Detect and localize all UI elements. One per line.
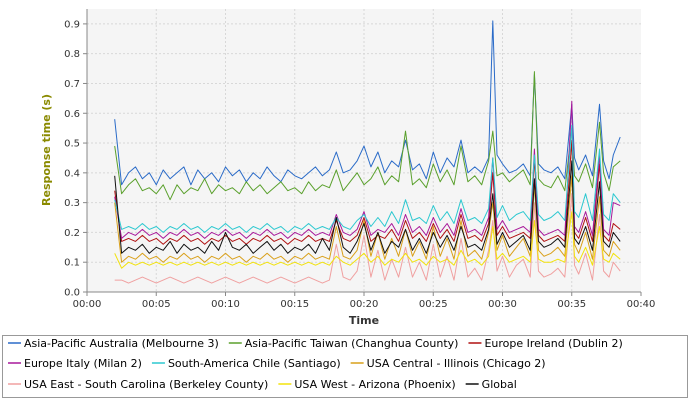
series-line-0 [114, 20, 621, 186]
x-tick-label: 00:10 [211, 299, 240, 310]
y-tick-label: 0.1 [64, 258, 80, 269]
y-tick-label: 0.5 [64, 139, 80, 150]
legend-label: Europe Ireland (Dublin 2) [484, 337, 622, 350]
x-tick-label: 00:25 [419, 299, 448, 310]
series-line-3 [114, 100, 621, 239]
x-tick-label: 00:30 [488, 299, 517, 310]
y-tick-label: 0.4 [64, 168, 80, 179]
series-line-7 [114, 211, 621, 269]
x-tick-label: 00:15 [280, 299, 309, 310]
legend-label: Asia-Pacific Taiwan (Changhua County) [245, 337, 459, 350]
series-line-4 [114, 124, 621, 233]
y-tick-label: 0.3 [64, 198, 80, 209]
y-axis-title: Response time (s) [40, 94, 53, 206]
y-axis-ticks: 0.0 0.1 0.2 0.3 0.4 0.5 0.6 0.7 0.8 0.9 [64, 19, 87, 299]
x-tick-label: 00:40 [627, 299, 656, 310]
x-tick-label: 00:35 [557, 299, 586, 310]
series-line-5 [114, 175, 621, 263]
legend-box [2, 335, 688, 398]
y-tick-label: 0.6 [64, 109, 80, 120]
y-tick-label: 0.0 [64, 288, 80, 299]
legend-label: Global [482, 378, 517, 391]
series-line-6 [114, 193, 621, 284]
x-tick-label: 00:05 [142, 299, 171, 310]
x-tick-label: 00:00 [73, 299, 102, 310]
legend-label: USA Central - Illinois (Chicago 2) [367, 357, 546, 370]
x-axis-title: Time [349, 314, 379, 327]
y-tick-label: 0.7 [64, 79, 80, 90]
legend: Asia-Pacific Australia (Melbourne 3) Asia… [8, 337, 623, 391]
grid-lines [87, 9, 641, 292]
legend-label: South-America Chile (Santiago) [168, 357, 341, 370]
series-lines [114, 20, 621, 284]
x-tick-label: 00:20 [350, 299, 379, 310]
x-axis-ticks: 00:00 00:05 00:10 00:15 00:20 00:25 00:30 00:35… [73, 292, 656, 310]
y-tick-label: 0.9 [64, 19, 80, 30]
y-tick-label: 0.2 [64, 228, 80, 239]
series-line-1 [114, 71, 621, 201]
legend-label: USA East - South Carolina (Berkeley Coun… [24, 378, 268, 391]
series-line-2 [114, 139, 621, 245]
series-line-8 [114, 160, 621, 254]
legend-label: USA West - Arizona (Phoenix) [294, 378, 455, 391]
y-tick-label: 0.8 [64, 49, 80, 60]
legend-label: Europe Italy (Milan 2) [24, 357, 142, 370]
legend-label: Asia-Pacific Australia (Melbourne 3) [24, 337, 219, 350]
